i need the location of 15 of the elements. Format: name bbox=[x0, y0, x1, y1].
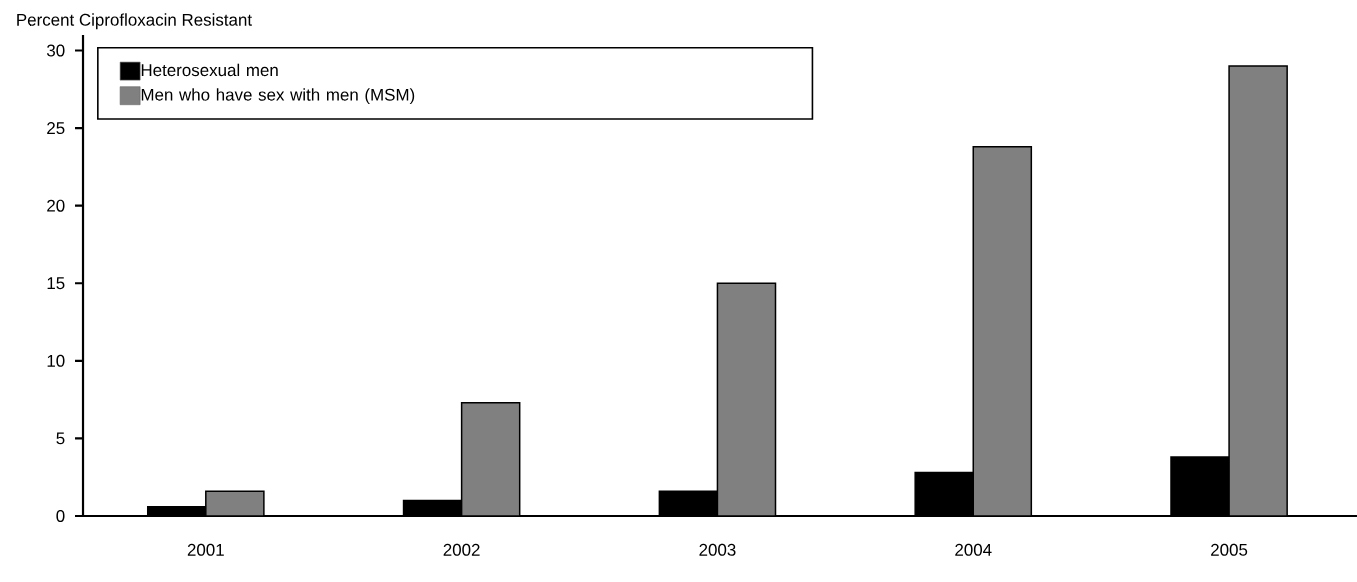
y-tick-label: 30 bbox=[46, 44, 65, 57]
x-tick-label: 2003 bbox=[699, 543, 736, 556]
y-axis-title: Percent Ciprofloxacin Resistant bbox=[17, 13, 252, 30]
y-tick-label: 20 bbox=[47, 199, 65, 212]
x-tick-label: 2004 bbox=[955, 543, 992, 556]
y-tick-label: 10 bbox=[47, 354, 65, 367]
x-tick-label: 2005 bbox=[1211, 543, 1248, 556]
legend-label: Heterosexual men bbox=[141, 63, 278, 77]
y-tick-label: 0 bbox=[56, 509, 65, 522]
y-tick-label: 25 bbox=[47, 122, 65, 135]
y-tick-label: 15 bbox=[47, 277, 65, 290]
x-tick-label: 2002 bbox=[443, 543, 480, 556]
legend-label: Men who have sex with men (MSM) bbox=[141, 88, 415, 105]
x-tick-label: 2001 bbox=[187, 543, 224, 556]
y-tick-label: 5 bbox=[56, 432, 65, 445]
